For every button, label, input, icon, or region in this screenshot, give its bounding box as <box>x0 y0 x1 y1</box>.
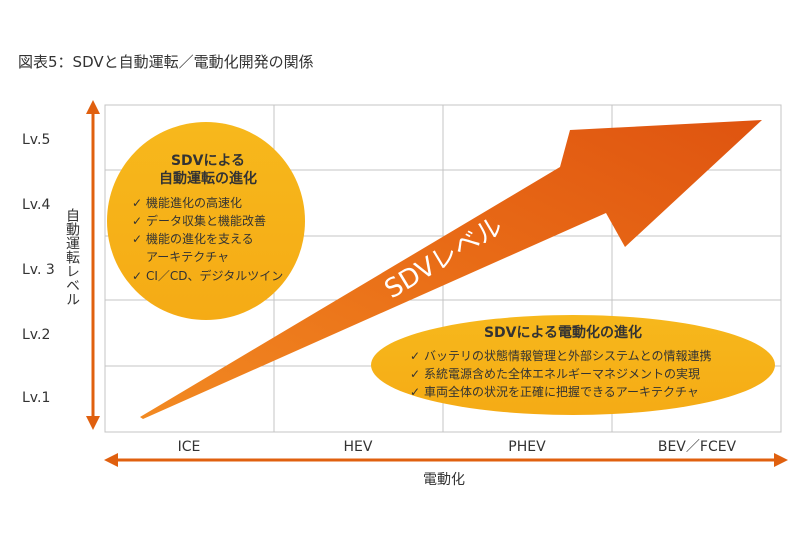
x-axis-label: 電動化 <box>423 472 465 488</box>
y-axis-label: 自動運転レベル <box>64 208 80 306</box>
autonomous-item-1: 機能進化の高速化 <box>146 195 242 210</box>
electrification-item-3: 車両全体の状況を正確に把握できるアーキテクチャ <box>424 384 699 399</box>
check-icon: ✓ <box>410 349 420 363</box>
x-tick-hev: HEV <box>344 439 373 455</box>
y-tick-labels: Lv.5 Lv.4 Lv. 3 Lv.2 Lv.1 <box>22 132 55 406</box>
y-tick-lv1: Lv.1 <box>22 390 50 406</box>
x-tick-phev: PHEV <box>508 439 546 455</box>
autonomous-bubble-title-1: SDVによる <box>171 153 245 169</box>
x-tick-labels: ICE HEV PHEV BEV／FCEV <box>178 439 737 455</box>
autonomous-item-3-cont: アーキテクチャ <box>146 250 229 264</box>
x-axis-arrow <box>104 453 788 467</box>
y-tick-lv5: Lv.5 <box>22 132 50 148</box>
autonomous-bubble-title-2: 自動運転の進化 <box>159 170 257 187</box>
figure-title: 図表5：SDVと自動運転／電動化開発の関係 <box>18 53 314 71</box>
sdv-level-arrow <box>140 120 762 419</box>
x-tick-ice: ICE <box>178 439 201 455</box>
check-icon: ✓ <box>132 214 142 228</box>
check-icon: ✓ <box>132 232 142 246</box>
x-tick-bev-fcev: BEV／FCEV <box>658 439 737 455</box>
y-tick-lv2: Lv.2 <box>22 327 50 343</box>
electrification-bubble-title: SDVによる電動化の進化 <box>484 324 642 341</box>
check-icon: ✓ <box>410 385 420 399</box>
autonomous-driving-bubble: SDVによる 自動運転の進化 ✓ 機能進化の高速化 ✓ データ収集と機能改善 ✓… <box>107 122 305 320</box>
y-tick-lv4: Lv.4 <box>22 197 50 213</box>
check-icon: ✓ <box>132 196 142 210</box>
electrification-item-1: バッテリの状態情報管理と外部システムとの情報連携 <box>424 348 712 363</box>
y-tick-lv3: Lv. 3 <box>22 262 55 278</box>
y-axis-arrow <box>86 100 100 430</box>
autonomous-item-3: 機能の進化を支える <box>146 231 254 246</box>
electrification-item-2: 系統電源含めた全体エネルギーマネジメントの実現 <box>424 366 700 381</box>
autonomous-item-2: データ収集と機能改善 <box>146 213 266 228</box>
electrification-bubble: SDVによる電動化の進化 ✓ バッテリの状態情報管理と外部システムとの情報連携 … <box>371 315 775 415</box>
autonomous-item-4: CI／CD、デジタルツイン <box>146 268 283 283</box>
check-icon: ✓ <box>410 367 420 381</box>
check-icon: ✓ <box>132 269 142 283</box>
